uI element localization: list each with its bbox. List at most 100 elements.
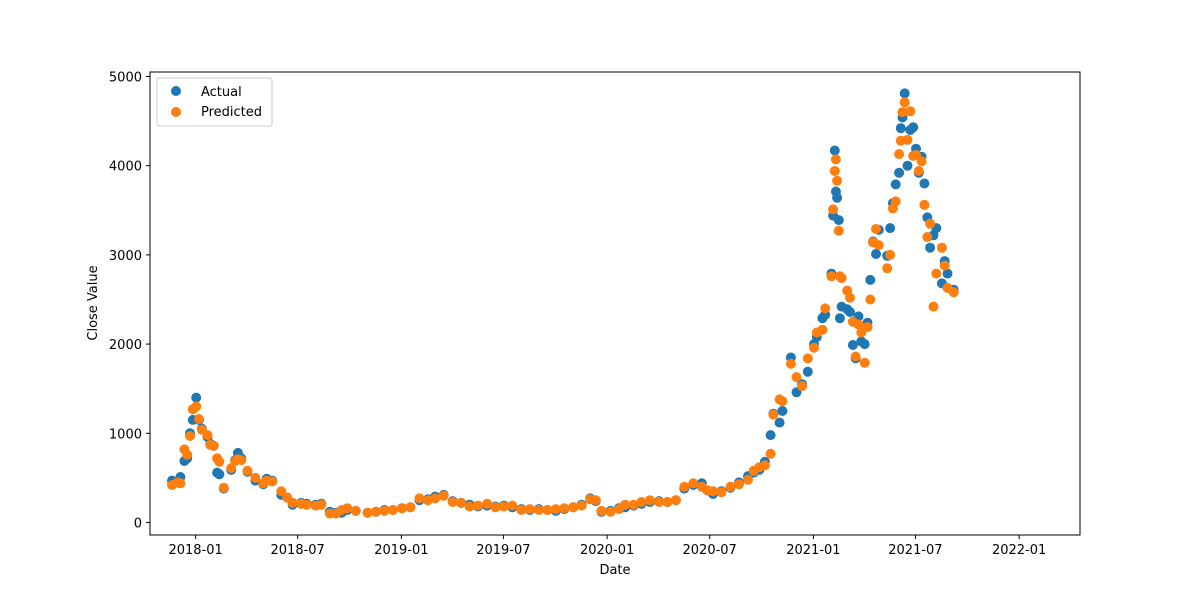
data-point-predicted [850,351,861,362]
data-point-actual [871,249,881,259]
data-point-predicted [654,497,664,507]
data-point-actual [894,167,905,178]
data-point-predicted [191,401,202,412]
data-point-predicted [414,493,425,504]
data-point-predicted [182,449,193,460]
x-axis: 2018-01 2018-07 2019-01 2019-07 2020-01 2020-… [168,535,1046,558]
data-point-predicted [885,249,896,260]
x-tick-label: 2021-07 [888,543,942,558]
x-axis-title: Date [599,563,630,578]
data-point-actual [832,192,843,203]
data-point-predicted [405,502,416,513]
data-point-predicted [185,431,195,441]
data-point-actual [902,160,913,171]
data-point-predicted [559,503,570,514]
data-point-predicted [928,301,939,312]
data-point-predicted [817,324,828,335]
data-point-predicted [620,499,631,510]
data-point-actual [765,430,776,441]
data-point-predicted [590,495,601,506]
data-point-predicted [791,372,802,383]
data-point-predicted [826,271,837,282]
data-point-predicted [542,505,553,515]
data-point-predicted [853,319,864,330]
data-point-predicted [218,482,229,493]
data-point-predicted [905,106,916,117]
data-point-predicted [916,156,927,167]
y-tick-label: 0 [134,517,142,532]
data-point-predicted [759,460,770,471]
data-point-predicted [242,465,253,476]
data-point-predicted [371,506,381,517]
data-point-predicted [708,486,719,497]
data-point-actual [925,242,936,253]
data-point-predicted [734,479,744,490]
data-point-predicted [919,199,930,210]
data-point-predicted [899,97,910,108]
data-point-actual [890,179,901,190]
data-point-predicted [809,342,819,353]
data-point-predicted [596,505,607,516]
data-point-predicted [342,503,353,514]
data-point-predicted [175,478,186,489]
data-point-predicted [490,502,501,513]
data-point-predicted [456,497,467,508]
legend: Actual Predicted [156,77,273,127]
data-point-predicted [829,166,840,176]
data-point-actual [191,392,202,403]
data-point-predicted [605,506,616,517]
data-point-predicted [922,232,933,242]
x-tick-label: 2018-07 [271,543,325,558]
data-point-predicted [670,495,681,506]
data-point-predicted [679,481,690,492]
data-point-actual [774,417,785,428]
data-point-predicted [890,196,901,207]
x-tick-label: 2019-01 [374,543,428,558]
x-tick-label: 2020-01 [580,543,634,558]
data-point-predicted [688,478,699,489]
legend-marker-actual [171,86,181,96]
data-point-actual [214,469,225,480]
data-point-predicted [785,358,796,369]
data-point-predicted [765,448,776,459]
data-point-predicted [379,505,390,516]
data-point-predicted [931,268,942,279]
data-point-predicted [516,505,527,515]
data-point-actual [802,366,813,377]
data-point-predicted [362,507,373,518]
legend-marker-predicted [171,107,181,117]
y-axis-title: Close Value [86,265,101,340]
plot-frame [149,71,1081,536]
data-point-predicted [438,490,449,501]
data-point-actual [885,223,896,234]
data-point-predicted [939,260,950,271]
series-predicted [167,97,959,519]
data-point-actual [865,274,876,285]
data-point-predicted [902,134,913,145]
y-tick-label: 2000 [109,338,142,353]
data-point-predicted [214,456,225,467]
data-point-predicted [482,498,493,509]
data-point-predicted [833,225,844,236]
data-point-predicted [830,154,841,165]
data-point-predicted [350,505,361,516]
data-point-predicted [882,263,893,274]
y-tick-label: 1000 [109,427,142,442]
data-point-predicted [576,500,587,511]
data-point-predicted [250,472,261,483]
data-point-actual [859,339,870,350]
data-point-actual [899,88,910,99]
data-point-predicted [865,294,876,305]
data-point-predicted [499,501,509,512]
data-point-actual [942,268,953,279]
data-point-actual [895,123,906,134]
data-point-predicted [662,497,673,507]
y-tick-label: 4000 [109,160,142,175]
y-axis: 0 1000 2000 3000 4000 5000 [109,70,150,532]
data-point-predicted [859,357,870,368]
data-point-predicted [862,322,873,333]
data-point-actual [919,178,930,189]
data-point-predicted [396,503,407,514]
data-point-predicted [194,414,204,424]
data-point-predicted [533,505,544,515]
